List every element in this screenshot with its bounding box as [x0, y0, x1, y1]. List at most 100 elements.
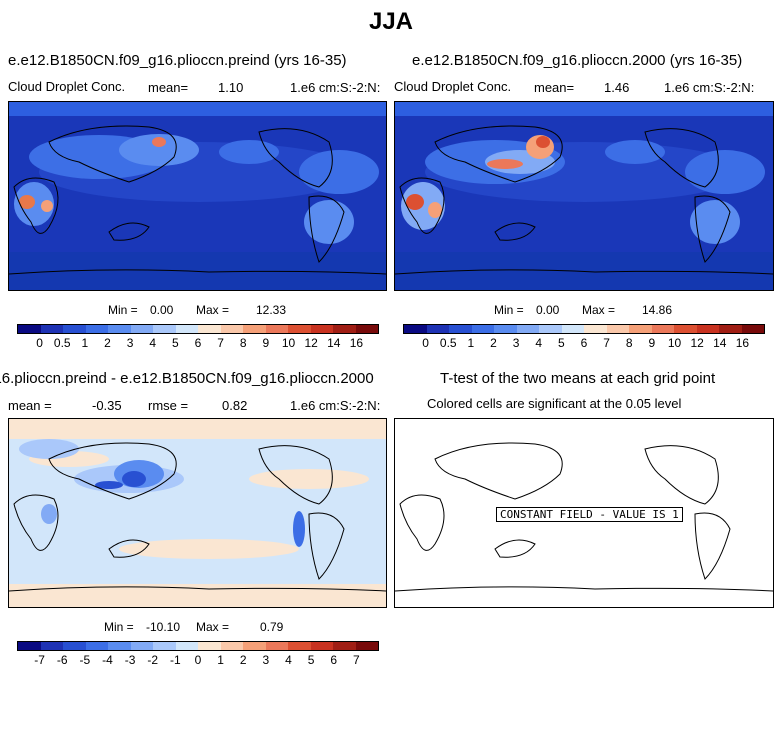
- panel2-colorbar-tick-label: 1: [467, 336, 475, 350]
- panel3-rmse: 0.82: [222, 398, 248, 413]
- panel1-mean-label: mean=: [148, 80, 189, 95]
- panel3-map-field: [9, 419, 386, 607]
- panel1-colorbar-swatch: [355, 325, 378, 333]
- panel2-colorbar-tick-label: 2: [490, 336, 497, 350]
- panel1-colorbar-tick-label: 7: [217, 336, 224, 350]
- panel3-colorbar-swatch: [85, 642, 108, 650]
- panel1-colorbar-labels: 0 0.5 1 2 3 4 5 6 7 8 9 10 12 14 16: [17, 336, 379, 350]
- figure-title: JJA: [368, 8, 414, 35]
- panel3-colorbar-swatch: [355, 642, 378, 650]
- panel3-colorbar-swatch: [63, 642, 86, 650]
- panel1-colorbar-swatch: [153, 325, 176, 333]
- panel2-colorbar-swatch: [516, 325, 539, 333]
- panel1-min-label: Min =: [108, 303, 138, 317]
- panel3-rmse-label: rmse =: [148, 398, 189, 413]
- panel1-colorbar: [17, 324, 379, 334]
- panel1-colorbar-tick-label: 1: [81, 336, 89, 350]
- panel2-colorbar-tick-label: 6: [580, 336, 588, 350]
- panel2-colorbar-tick-label: 8: [625, 336, 633, 350]
- panel1-colorbar-tick-label: 10: [281, 336, 296, 350]
- panel1-max: 12.33: [256, 303, 287, 317]
- panel3-colorbar-swatch: [310, 642, 333, 650]
- panel3-colorbar-tick-label: -4: [102, 653, 113, 667]
- panel1-colorbar-tick-label: 14: [327, 336, 341, 350]
- panel1-colorbar-swatch: [310, 325, 333, 333]
- panel1-colorbar-tick-label: 0: [36, 336, 43, 350]
- panel1-variable: Cloud Droplet Conc.: [8, 79, 126, 94]
- panel3-min-label: Min =: [104, 620, 134, 634]
- panel4-title: T-test of the two means at each grid poi…: [440, 370, 716, 387]
- panel2-colorbar-swatch: [494, 325, 517, 333]
- panel2-colorbar-swatch: [561, 325, 584, 333]
- panel3-mean: -0.35: [92, 398, 122, 413]
- panel3-colorbar-tick-label: -6: [56, 653, 68, 667]
- panel3-colorbar-swatch: [220, 642, 243, 650]
- panel1-colorbar-swatch: [130, 325, 153, 333]
- panel1-colorbar-swatch: [288, 325, 311, 333]
- panel4-map-outline: [395, 442, 773, 592]
- panel3-title-clip: e.e12.B1850CN.f09_g16.plioccn.preind - e…: [0, 370, 390, 387]
- panel2-colorbar-swatch: [584, 325, 607, 333]
- panel3-colorbar-tick-label: 0: [194, 653, 202, 667]
- panel2-variable: Cloud Droplet Conc.: [394, 79, 512, 94]
- panel1-colorbar-swatch: [265, 325, 288, 333]
- panel3-mean-label: mean =: [8, 398, 52, 413]
- panel3-colorbar-swatch: [175, 642, 198, 650]
- panel1-colorbar-swatch: [63, 325, 86, 333]
- panel3-colorbar-swatch: [288, 642, 311, 650]
- panel3-colorbar: [17, 641, 379, 651]
- panel1-colorbar-swatch: [175, 325, 198, 333]
- panel2-map-field: [395, 102, 773, 290]
- panel1-colorbar-tick-label: 6: [194, 336, 202, 350]
- panel1-units: 1.e6 cm:S:-2:N:: [290, 80, 381, 95]
- panel2-max: 14.86: [642, 303, 673, 317]
- panel2-title: e.e12.B1850CN.f09_g16.plioccn.2000 (yrs …: [412, 52, 743, 69]
- panel1-colorbar-tick-label: 4: [149, 336, 157, 350]
- panel1-colorbar-swatch: [18, 325, 41, 333]
- panel2-colorbar-swatch: [719, 325, 742, 333]
- panel2-min: 0.00: [536, 303, 560, 317]
- panel2-colorbar-tick-label: 7: [603, 336, 610, 350]
- panel1-colorbar-tick-label: 3: [126, 336, 134, 350]
- panel3-colorbar-swatch: [108, 642, 131, 650]
- panel2-min-label: Min =: [494, 303, 524, 317]
- panel2-colorbar-swatch: [606, 325, 629, 333]
- panel1-colorbar-tick-label: 2: [104, 336, 111, 350]
- panel3-units: 1.e6 cm:S:-2:N:: [290, 398, 381, 413]
- panel2-colorbar-swatch: [629, 325, 652, 333]
- panel2-colorbar-swatch: [741, 325, 764, 333]
- panel3-colorbar-swatch: [153, 642, 176, 650]
- panel3-colorbar-swatch: [265, 642, 288, 650]
- panel2-mean-label: mean=: [534, 80, 575, 95]
- panel2-colorbar-tick-label: 0.5: [439, 336, 457, 350]
- panel2-colorbar-tick-label: 5: [558, 336, 565, 350]
- panel2-colorbar-swatch: [471, 325, 494, 333]
- panel1-map: [8, 101, 387, 291]
- panel3-colorbar-swatch: [130, 642, 153, 650]
- panel1-colorbar-swatch: [198, 325, 221, 333]
- panel1-colorbar-swatch: [333, 325, 356, 333]
- panel3-colorbar-tick-label: 5: [307, 653, 315, 667]
- panel3-colorbar-tick-label: 7: [353, 653, 360, 667]
- panel2-mean: 1.46: [604, 80, 630, 95]
- panel1-colorbar-swatch: [85, 325, 108, 333]
- panel1-max-label: Max =: [196, 303, 230, 317]
- panel2-colorbar: [403, 324, 765, 334]
- panel2-colorbar-tick-label: 14: [713, 336, 727, 350]
- panel3-colorbar-tick-label: 6: [330, 653, 338, 667]
- panel4-subtitle: Colored cells are significant at the 0.0…: [427, 396, 682, 411]
- panel2-colorbar-tick-label: 0: [422, 336, 429, 350]
- panel3-min: -10.10: [146, 620, 181, 634]
- panel3-colorbar-tick-label: 3: [262, 653, 270, 667]
- panel3-colorbar-tick-label: 2: [239, 653, 247, 667]
- panel3-title: e.e12.B1850CN.f09_g16.plioccn.preind - e…: [0, 370, 374, 387]
- panel2-colorbar-swatch: [404, 325, 427, 333]
- panel2-colorbar-tick-label: 3: [512, 336, 520, 350]
- panel2-colorbar-swatch: [674, 325, 697, 333]
- panel1-colorbar-tick-label: 9: [262, 336, 270, 350]
- panel3-colorbar-tick-label: -5: [79, 653, 91, 667]
- panel1-map-field: [9, 102, 386, 290]
- panel2-units: 1.e6 cm:S:-2:N:: [664, 80, 755, 95]
- panel2-colorbar-tick-label: 16: [735, 336, 750, 350]
- panel2-colorbar-tick-label: 9: [648, 336, 656, 350]
